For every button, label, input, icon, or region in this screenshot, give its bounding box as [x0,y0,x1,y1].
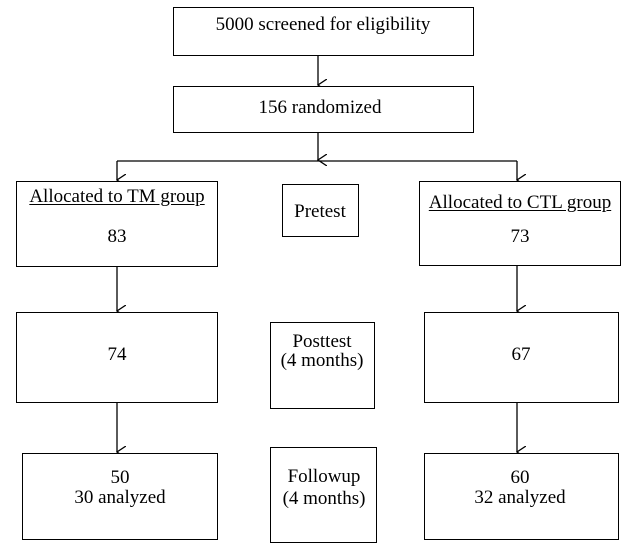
pretest-phase-label: Pretest [294,201,346,222]
tm-followup-box [22,453,218,540]
ctl-posttest-count: 67 [511,344,531,365]
followup-phase-label: Followup [287,466,361,487]
ctl-pretest-count: 73 [510,226,530,247]
ctl-followup-analyzed: 32 analyzed [474,487,566,508]
ctl-followup-box [424,453,619,540]
tm-posttest-box [16,312,218,403]
followup-phase-box [270,447,377,543]
posttest-phase-duration: (4 months) [280,350,364,371]
posttest-phase-label: Posttest [292,331,352,352]
tm-pretest-box [16,181,218,267]
ctl-group-label: Allocated to CTL group [428,192,612,213]
pretest-phase-box [282,184,359,237]
tm-followup-analyzed: 30 analyzed [74,487,166,508]
randomized-box [173,86,474,133]
screened-text: 5000 screened for eligibility [215,14,431,35]
screened-box [173,7,474,56]
tm-followup-count: 50 [110,467,130,488]
posttest-phase-box [270,322,375,409]
tm-pretest-count: 83 [107,226,127,247]
ctl-followup-count: 60 [510,467,530,488]
randomized-text: 156 randomized [258,97,382,118]
followup-phase-duration: (4 months) [282,488,366,509]
ctl-pretest-box [419,181,621,266]
ctl-posttest-box [424,312,619,403]
tm-group-label: Allocated to TM group [29,186,205,207]
tm-posttest-count: 74 [107,344,127,365]
